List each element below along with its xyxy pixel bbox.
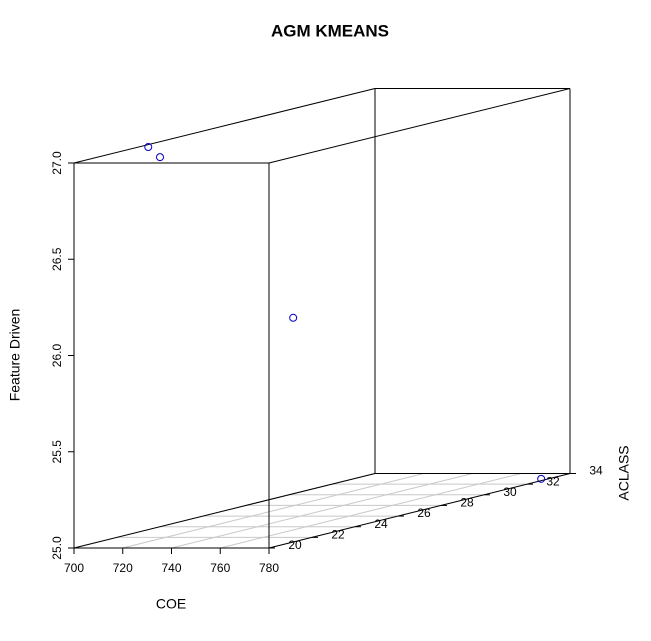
box-edge	[73, 473, 376, 549]
point	[289, 313, 298, 322]
box-edge	[268, 88, 571, 164]
point	[144, 143, 153, 152]
z-tick-label: 24	[374, 517, 388, 531]
z-axis-label: ACLASS	[616, 445, 632, 500]
grid-line	[122, 473, 424, 549]
y-tick-label: 26.0	[50, 343, 64, 367]
z-tick-label: 28	[460, 496, 474, 510]
x-axis-label: COE	[156, 596, 186, 612]
x-tick-label: 780	[259, 561, 279, 575]
z-tick-label: 22	[331, 528, 345, 542]
y-tick-label: 25.5	[50, 440, 64, 464]
z-tick-label: 34	[589, 464, 603, 478]
point	[156, 153, 164, 162]
box-edge	[268, 473, 571, 549]
point	[537, 474, 546, 483]
z-tick-label: 32	[546, 474, 560, 488]
x-tick-label: 720	[113, 561, 133, 575]
z-tick-label: 20	[288, 538, 302, 552]
x-tick-label: 740	[161, 561, 181, 575]
z-tick-label: 30	[503, 485, 517, 499]
chart-title: AGM KMEANS	[271, 21, 389, 40]
grid-line	[171, 473, 473, 549]
y-axis-label: Feature Driven	[7, 309, 23, 402]
y-tick-label: 26.5	[50, 247, 64, 271]
z-tick-label: 26	[417, 506, 431, 520]
y-tick-label: 27.0	[50, 151, 64, 175]
x-tick-label: 760	[210, 561, 230, 575]
y-tick-label: 25.0	[50, 536, 64, 560]
x-tick-label: 700	[64, 561, 84, 575]
box-edge	[73, 88, 376, 164]
grid-line	[220, 473, 522, 549]
